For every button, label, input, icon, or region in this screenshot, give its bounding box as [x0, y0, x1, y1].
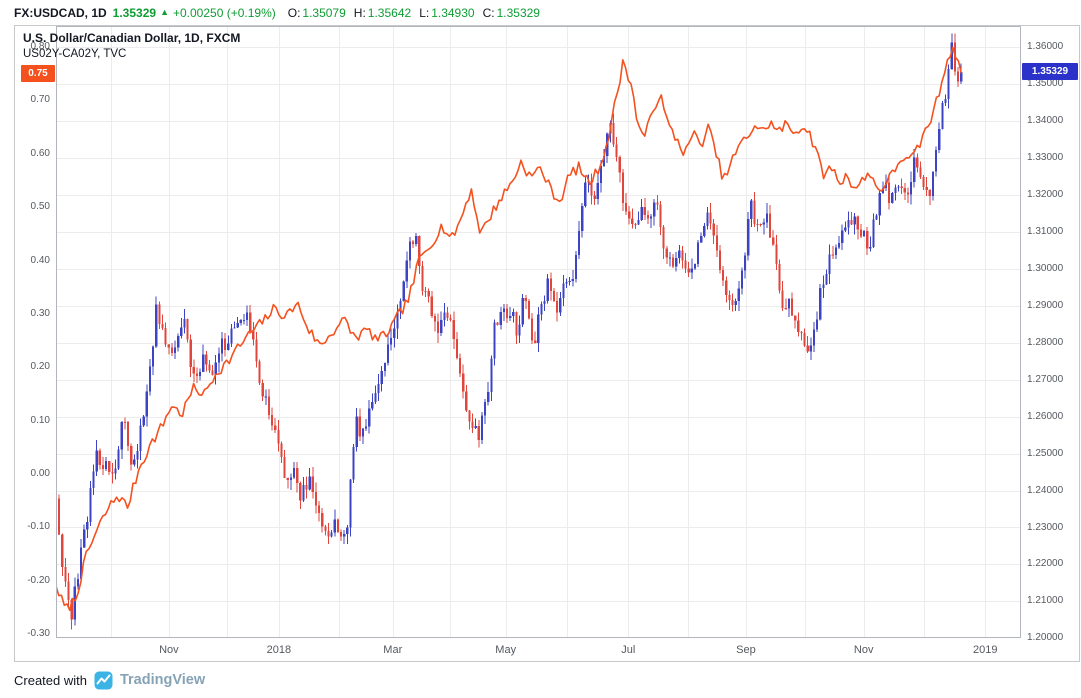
- ohlc-high-value: 1.35642: [367, 5, 412, 20]
- left-price-axis[interactable]: 0.80 0.70 0.60 0.50 0.40 0.30 0.20 0.10 0.00 -0.1…: [15, 26, 56, 639]
- right-axis-tick: 1.36000: [1027, 41, 1064, 53]
- left-axis-tick: 0.10: [30, 414, 50, 426]
- ohlc-low-value: 1.34930: [431, 5, 475, 20]
- change-up-arrow-icon: ▲: [160, 6, 169, 17]
- ohlc-close-label: C:: [482, 5, 495, 20]
- right-axis-tick: 1.27000: [1027, 373, 1064, 385]
- right-axis-tick: 1.26000: [1027, 410, 1064, 422]
- left-axis-tick: -0.10: [27, 521, 50, 533]
- left-axis-tick: 0.20: [30, 361, 50, 373]
- right-axis-tick: 1.35000: [1027, 78, 1064, 90]
- right-axis-tick: 1.33000: [1027, 151, 1064, 163]
- last-price-badge: 1.35329: [1022, 63, 1078, 81]
- right-axis-tick: 1.32000: [1027, 188, 1064, 200]
- ohlc-low-label: L:: [419, 5, 430, 20]
- chart-pane[interactable]: [56, 26, 1021, 638]
- right-axis-tick: 1.34000: [1027, 114, 1064, 126]
- time-axis-label: Nov: [159, 644, 179, 656]
- right-axis-tick: 1.29000: [1027, 299, 1064, 311]
- left-axis-tick: -0.30: [27, 627, 50, 639]
- chart-area: 0.80 0.70 0.60 0.50 0.40 0.30 0.20 0.10 0.00 -0.1…: [14, 25, 1080, 662]
- right-axis-tick: 1.28000: [1027, 336, 1064, 348]
- created-with-text: Created with: [14, 672, 87, 688]
- last-price: 1.35329: [112, 5, 157, 20]
- ohlc-open-label: O:: [287, 5, 301, 20]
- time-axis-label: Nov: [853, 644, 874, 656]
- right-price-axis[interactable]: 1.36000 1.35000 1.34000 1.33000 1.32000 1.310…: [1021, 26, 1079, 643]
- tradingview-wordmark[interactable]: TradingView: [119, 672, 206, 688]
- tradingview-logo-icon[interactable]: [94, 671, 113, 690]
- right-axis-tick: 1.31000: [1027, 225, 1064, 237]
- ohlc-high-label: H:: [353, 5, 366, 20]
- left-axis-tick: 0.50: [30, 201, 50, 213]
- ohlc-close-value: 1.35329: [496, 5, 540, 20]
- left-axis-tick: 0.30: [30, 307, 50, 319]
- right-axis-tick: 1.22000: [1027, 558, 1064, 570]
- symbol-info-bar: FX:USDCAD, 1D 1.35329 ▲ +0.00250 (+0.19%…: [0, 0, 1081, 25]
- symbol-name: FX:USDCAD, 1D: [14, 5, 107, 20]
- right-axis-tick: 1.30000: [1027, 262, 1064, 274]
- attribution-bar: Created with TradingView: [14, 662, 1081, 698]
- left-axis-tick: 0.80: [30, 41, 50, 53]
- spread-value-badge: 0.75: [21, 65, 55, 83]
- left-axis-tick: 0.40: [30, 254, 50, 266]
- time-axis-label: 2019: [973, 644, 998, 656]
- time-axis[interactable]: Nov 2018 Mar May Jul Sep Nov 2019: [56, 638, 1021, 661]
- right-axis-tick: 1.20000: [1027, 632, 1064, 644]
- left-axis-tick: -0.20: [27, 574, 50, 586]
- right-axis-tick: 1.25000: [1027, 447, 1064, 459]
- time-axis-label: Jul: [621, 644, 636, 656]
- price-change: +0.00250 (+0.19%): [172, 5, 276, 20]
- left-axis-tick: 0.70: [30, 94, 50, 106]
- right-axis-tick: 1.23000: [1027, 521, 1064, 533]
- time-axis-label: Sep: [736, 644, 756, 656]
- time-axis-label: Mar: [383, 644, 403, 656]
- left-axis-tick: 0.00: [30, 467, 50, 479]
- right-axis-tick: 1.24000: [1027, 484, 1064, 496]
- ohlc-open-value: 1.35079: [302, 5, 346, 20]
- left-axis-tick: 0.60: [30, 147, 50, 159]
- time-axis-label: May: [495, 644, 517, 656]
- right-axis-tick: 1.21000: [1027, 595, 1064, 607]
- time-axis-label: 2018: [266, 644, 292, 656]
